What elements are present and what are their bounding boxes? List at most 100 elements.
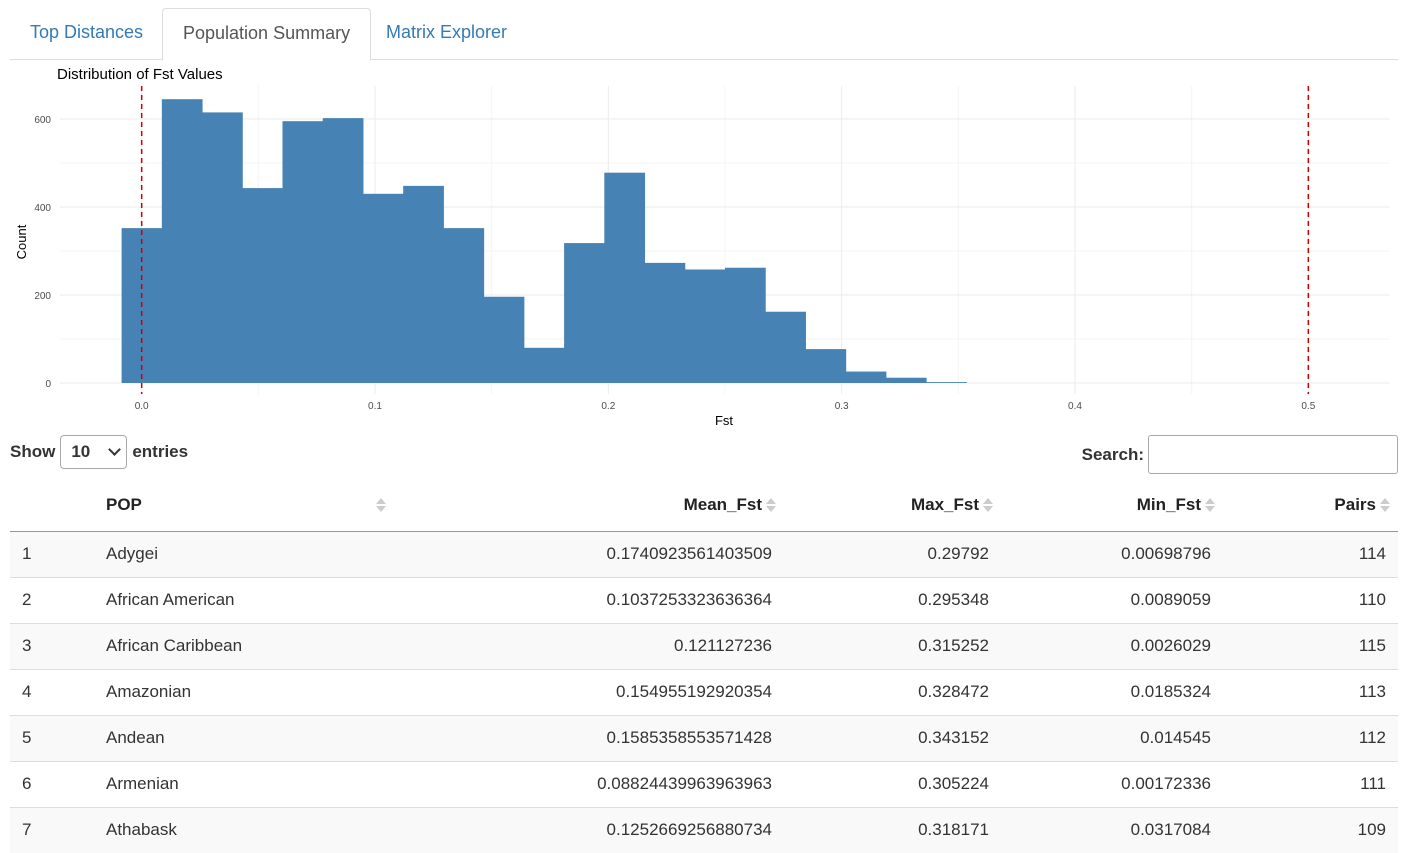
histogram-bar	[403, 185, 444, 383]
row-pop: Amazonian	[106, 668, 394, 715]
fst-histogram: 0 200 400 600 0.0 0.1 0.2 0.3 0.4 0.5 Distributi…	[10, 60, 1398, 432]
page-length-value: 10	[71, 442, 91, 461]
histogram-bar	[725, 267, 766, 383]
histogram-bar	[282, 121, 324, 383]
sort-icon	[1205, 497, 1215, 512]
row-mean-fst: 0.1740923561403509	[394, 531, 784, 577]
y-tick-label: 400	[34, 203, 51, 214]
histogram-bar	[684, 269, 726, 383]
row-pairs: 115	[1223, 622, 1398, 669]
y-tick-label: 200	[34, 291, 51, 302]
row-index: 4	[10, 668, 106, 715]
histogram-bar	[885, 377, 927, 383]
entries-label: entries	[132, 442, 189, 461]
column-header-label: Max_Fst	[910, 494, 979, 514]
row-pairs: 109	[1223, 806, 1398, 853]
histogram-bar	[242, 188, 284, 383]
row-pop: Andean	[106, 714, 394, 761]
sort-icon	[376, 497, 386, 512]
show-label: Show	[10, 442, 56, 461]
histogram-bar	[161, 99, 203, 383]
row-pop: African Caribbean	[106, 622, 394, 669]
table-row[interactable]: 7 Athabask 0.1252669256880734 0.318171 0.031…	[10, 806, 1398, 853]
y-tick-label: 600	[34, 115, 51, 126]
sort-icon	[1380, 497, 1390, 512]
sort-icon	[983, 497, 993, 512]
histogram-bar	[362, 193, 404, 383]
column-header-min-fst[interactable]: Min_Fst	[1001, 479, 1223, 532]
column-header-label: Min_Fst	[1136, 494, 1201, 514]
tab-top-distances[interactable]: Top Distances	[30, 22, 144, 42]
histogram-bar	[564, 243, 605, 383]
histogram-bar	[483, 296, 525, 383]
row-min-fst: 0.0185324	[1001, 668, 1223, 715]
table-row[interactable]: 1 Adygei 0.1740923561403509 0.29792 0.006987…	[10, 531, 1398, 577]
histogram-bar	[604, 172, 646, 383]
row-max-fst: 0.318171	[784, 806, 1001, 853]
row-pairs: 114	[1223, 531, 1398, 577]
search-input[interactable]	[1148, 435, 1398, 474]
x-tick-label: 0.0	[135, 401, 149, 412]
row-pairs: 112	[1223, 714, 1398, 761]
row-max-fst: 0.328472	[784, 668, 1001, 715]
table-row[interactable]: 5 Andean 0.1585358553571428 0.343152 0.01454…	[10, 714, 1398, 761]
histogram-bar	[202, 112, 243, 384]
x-tick-label: 0.5	[1301, 401, 1315, 412]
column-header-pop[interactable]: POP	[106, 479, 394, 532]
tab-matrix-explorer[interactable]: Matrix Explorer	[386, 22, 508, 42]
row-max-fst: 0.343152	[784, 714, 1001, 761]
row-min-fst: 0.0317084	[1001, 806, 1223, 853]
row-min-fst: 0.00172336	[1001, 760, 1223, 807]
column-header-max-fst[interactable]: Max_Fst	[784, 479, 1001, 532]
column-header-label: POP	[106, 494, 142, 514]
row-pairs: 111	[1223, 760, 1398, 807]
row-index: 2	[10, 576, 106, 623]
histogram-bar	[926, 382, 967, 383]
x-axis-label: Fst	[715, 413, 733, 428]
row-pop: Athabask	[106, 806, 394, 853]
page-length-control: Show 10 entries	[10, 435, 188, 469]
column-header-index	[10, 479, 106, 532]
histogram-bar	[765, 311, 806, 383]
column-header-label: Mean_Fst	[683, 494, 762, 514]
table-row[interactable]: 2 African American 0.1037253323636364 0.295…	[10, 576, 1398, 623]
histogram-bar	[805, 349, 847, 383]
row-max-fst: 0.295348	[784, 576, 1001, 623]
table-row[interactable]: 3 African Caribbean 0.121127236 0.315252 0.0…	[10, 622, 1398, 669]
y-tick-label: 0	[45, 379, 51, 390]
row-pairs: 110	[1223, 576, 1398, 623]
row-mean-fst: 0.1585358553571428	[394, 714, 784, 761]
row-index: 3	[10, 622, 106, 669]
y-axis-label: Count	[14, 224, 29, 259]
table-header-row: POP Mean_Fst Max_Fst Min_Fst	[10, 479, 1398, 532]
row-mean-fst: 0.1037253323636364	[394, 576, 784, 623]
sort-icon	[766, 497, 776, 512]
row-index: 1	[10, 531, 106, 577]
row-min-fst: 0.0089059	[1001, 576, 1223, 623]
histogram-bar	[845, 371, 887, 383]
row-max-fst: 0.29792	[784, 531, 1001, 577]
search-label: Search:	[1081, 444, 1144, 464]
row-min-fst: 0.0026029	[1001, 622, 1223, 669]
chart-title: Distribution of Fst Values	[57, 66, 223, 83]
table-row[interactable]: 6 Armenian 0.08824439963963963 0.305224 0.00…	[10, 760, 1398, 807]
population-summary-table: POP Mean_Fst Max_Fst Min_Fst	[10, 479, 1398, 853]
row-mean-fst: 0.121127236	[394, 622, 784, 669]
row-index: 5	[10, 714, 106, 761]
row-min-fst: 0.00698796	[1001, 531, 1223, 577]
column-header-pairs[interactable]: Pairs	[1223, 479, 1398, 532]
chevron-down-icon	[108, 443, 122, 456]
x-tick-label: 0.1	[368, 401, 382, 412]
search-control: Search:	[1082, 435, 1398, 474]
column-header-mean-fst[interactable]: Mean_Fst	[394, 479, 784, 532]
row-mean-fst: 0.1252669256880734	[394, 806, 784, 853]
row-pop: Armenian	[106, 760, 394, 807]
x-tick-label: 0.2	[601, 401, 615, 412]
row-mean-fst: 0.08824439963963963	[394, 760, 784, 807]
page-length-select[interactable]: 10	[60, 435, 128, 469]
tab-population-summary[interactable]: Population Summary	[162, 8, 372, 61]
row-min-fst: 0.014545	[1001, 714, 1223, 761]
table-row[interactable]: 4 Amazonian 0.154955192920354 0.328472 0.018…	[10, 668, 1398, 715]
row-max-fst: 0.305224	[784, 760, 1001, 807]
row-pairs: 113	[1223, 668, 1398, 715]
